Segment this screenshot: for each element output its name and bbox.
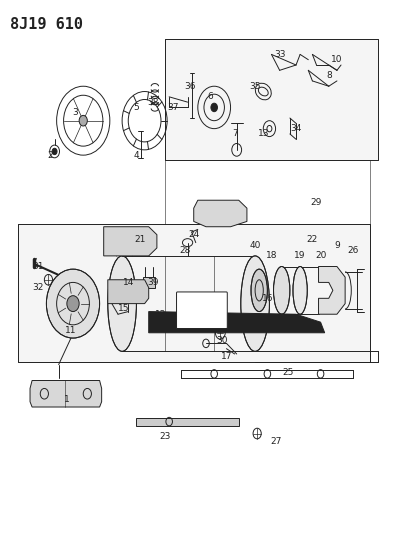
Text: 29: 29 <box>311 198 322 207</box>
Polygon shape <box>165 38 378 160</box>
Text: 11: 11 <box>65 326 77 335</box>
Polygon shape <box>318 266 345 314</box>
Polygon shape <box>18 224 370 362</box>
Polygon shape <box>108 280 149 304</box>
Circle shape <box>52 148 57 155</box>
Text: 39: 39 <box>147 278 159 287</box>
Ellipse shape <box>108 256 136 351</box>
Text: 5: 5 <box>133 103 139 112</box>
Text: 24: 24 <box>188 230 199 239</box>
Polygon shape <box>194 200 247 227</box>
Text: 26: 26 <box>348 246 359 255</box>
Circle shape <box>211 103 218 112</box>
Ellipse shape <box>293 266 307 314</box>
Text: 1: 1 <box>64 394 70 403</box>
Ellipse shape <box>251 269 267 312</box>
Text: 17: 17 <box>221 352 232 361</box>
Text: 32: 32 <box>33 283 44 292</box>
Text: 31: 31 <box>33 262 44 271</box>
Circle shape <box>47 269 100 338</box>
Polygon shape <box>143 277 155 288</box>
Text: 12: 12 <box>155 310 167 319</box>
Text: 27: 27 <box>270 437 281 446</box>
Text: 10: 10 <box>331 55 343 64</box>
Text: 18: 18 <box>266 252 277 261</box>
Text: 3: 3 <box>72 108 78 117</box>
Polygon shape <box>136 418 239 425</box>
Text: 23: 23 <box>159 432 171 441</box>
Text: 8: 8 <box>326 71 332 80</box>
Ellipse shape <box>274 266 290 314</box>
Text: 35: 35 <box>249 82 261 91</box>
Text: 38: 38 <box>147 98 159 107</box>
Text: 7: 7 <box>232 130 238 139</box>
Text: 19: 19 <box>294 252 306 261</box>
Polygon shape <box>30 381 102 407</box>
Ellipse shape <box>241 256 269 351</box>
Text: 2: 2 <box>48 151 53 160</box>
Text: 16: 16 <box>262 294 273 303</box>
Text: 6: 6 <box>207 92 213 101</box>
Text: 37: 37 <box>168 103 179 112</box>
Circle shape <box>79 115 87 126</box>
Text: 4: 4 <box>133 151 139 160</box>
Text: 21: 21 <box>135 236 146 245</box>
Text: 25: 25 <box>282 368 293 377</box>
Text: 9: 9 <box>334 241 340 250</box>
Text: 33: 33 <box>274 50 286 59</box>
Text: 34: 34 <box>290 124 302 133</box>
Circle shape <box>67 296 79 312</box>
Text: 14: 14 <box>122 278 134 287</box>
Text: 40: 40 <box>249 241 261 250</box>
FancyBboxPatch shape <box>176 292 227 328</box>
Text: 30: 30 <box>217 336 228 345</box>
Text: 15: 15 <box>118 304 130 313</box>
Text: 20: 20 <box>315 252 326 261</box>
Text: 13: 13 <box>258 130 269 139</box>
Text: 28: 28 <box>180 246 191 255</box>
Text: 8J19 610: 8J19 610 <box>9 17 82 33</box>
Text: 36: 36 <box>184 82 195 91</box>
Polygon shape <box>104 227 157 256</box>
Text: 22: 22 <box>307 236 318 245</box>
Polygon shape <box>149 312 325 333</box>
